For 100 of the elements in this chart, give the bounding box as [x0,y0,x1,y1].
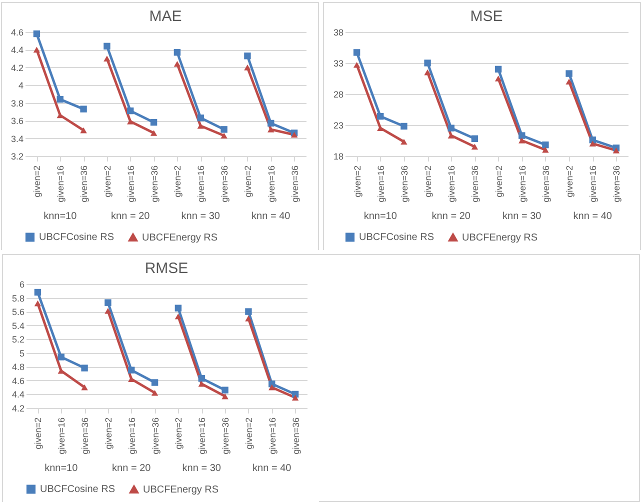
point [566,70,572,77]
point [377,112,384,120]
text: knn = 40 [573,211,612,222]
chart-title: MAE [149,8,182,25]
y-tick-label: 38 [333,28,344,38]
text: knn=10 [364,211,398,222]
text: knn = 20 [111,211,150,222]
point [353,49,360,56]
x-tick-label: given=16 [126,418,137,454]
x-tick-label: given=36 [470,166,480,202]
point [34,288,42,296]
y-tick-label: 4.4 [10,45,24,56]
point [58,354,64,360]
y-tick-label: 4.6 [12,376,24,386]
x-tick-label: given=2 [32,166,42,198]
x-tick-label: given=16 [588,166,598,202]
x-tick-label: given=16 [56,166,66,202]
y-tick-label: 5.2 [12,334,24,345]
x-tick-label: given=2 [494,166,504,198]
y-tick-label: 4 [18,80,24,91]
point [292,394,299,401]
point [58,368,64,374]
x-tick-label: given=2 [244,418,254,450]
y-tick-label: 4.6 [10,28,24,38]
x-tick-label: given=36 [540,166,551,202]
x-tick-label: given=2 [352,166,362,198]
y-tick-label: 4.2 [10,62,24,73]
x-tick-label: given=36 [80,418,90,454]
y-tick-label: 4.2 [12,404,24,414]
point [566,78,572,85]
y-tick-label: 3.8 [10,98,24,108]
x-tick-label: given=2 [242,166,253,198]
x-tick-label: given=36 [79,166,90,202]
x-tick-label: given=16 [196,166,206,202]
point [56,112,64,118]
legend-label: UBCFCosine RS [359,232,434,244]
text: knn = 40 [252,211,291,222]
y-tick-label: 3.6 [10,116,24,126]
x-tick-label: given=16 [446,166,457,202]
text: knn=10 [44,211,78,222]
y-tick-label: 5.4 [12,320,24,331]
x-tick-label: given=36 [220,418,231,454]
y-tick-label: 23 [333,120,344,130]
legend-label: UBCFEnergy RS [462,232,538,244]
y-tick-label: 6 [19,280,24,290]
point [245,316,252,322]
x-tick-label: given=2 [33,418,44,450]
point [81,384,88,390]
x-tick-label: given=16 [267,418,278,454]
chart-title: MSE [470,8,503,25]
x-tick-label: given=36 [149,166,160,202]
legend-label: UBCFEnergy RS [142,232,218,244]
point [268,384,276,390]
x-tick-label: given=36 [290,166,300,202]
y-tick-label: 33 [333,58,344,68]
point [268,126,274,132]
point [400,138,408,145]
point [244,52,251,60]
y-tick-label: 4.8 [12,362,24,372]
text: knn = 30 [181,211,220,222]
y-tick-label: 3.2 [10,152,24,162]
legend-label: UBCFEnergy RS [143,484,219,496]
text: knn = 20 [112,463,152,474]
x-tick-label: given=16 [56,418,67,454]
point [56,96,64,103]
point [245,308,252,315]
x-tick-label: given=16 [126,166,136,202]
y-tick-label: 4.4 [12,390,24,400]
text: knn = 20 [432,211,471,222]
x-tick-label: given=16 [266,166,276,202]
y-tick-label: 18 [333,152,344,162]
point [80,127,87,134]
legend-label: UBCFCosine RS [39,232,114,244]
point [612,148,620,154]
point [80,106,87,112]
point [33,30,40,38]
x-tick-label: given=2 [423,166,434,198]
x-tick-label: given=36 [220,166,230,202]
x-tick-label: given=36 [612,166,622,202]
point [589,140,596,147]
point [268,120,274,127]
x-tick-label: given=16 [517,166,528,202]
x-tick-label: given=16 [376,166,386,202]
legend-label: UBCFCosine RS [40,484,116,496]
point [400,122,408,130]
y-tick-label: 28 [333,90,344,100]
point [377,125,384,132]
x-tick-label: given=2 [174,418,184,450]
y-tick-label: 5.8 [12,293,24,304]
text: knn = 30 [502,211,542,222]
text: knn = 30 [182,463,222,474]
x-tick-label: given=36 [290,418,301,454]
x-tick-label: given=36 [399,166,410,202]
x-tick-label: given=36 [150,418,160,454]
chart-title: RMSE [144,260,188,277]
point [353,62,360,68]
x-tick-label: given=2 [102,166,112,198]
y-tick-label: 3.4 [10,134,24,144]
y-tick-label: 5 [19,348,24,358]
point [244,64,251,70]
